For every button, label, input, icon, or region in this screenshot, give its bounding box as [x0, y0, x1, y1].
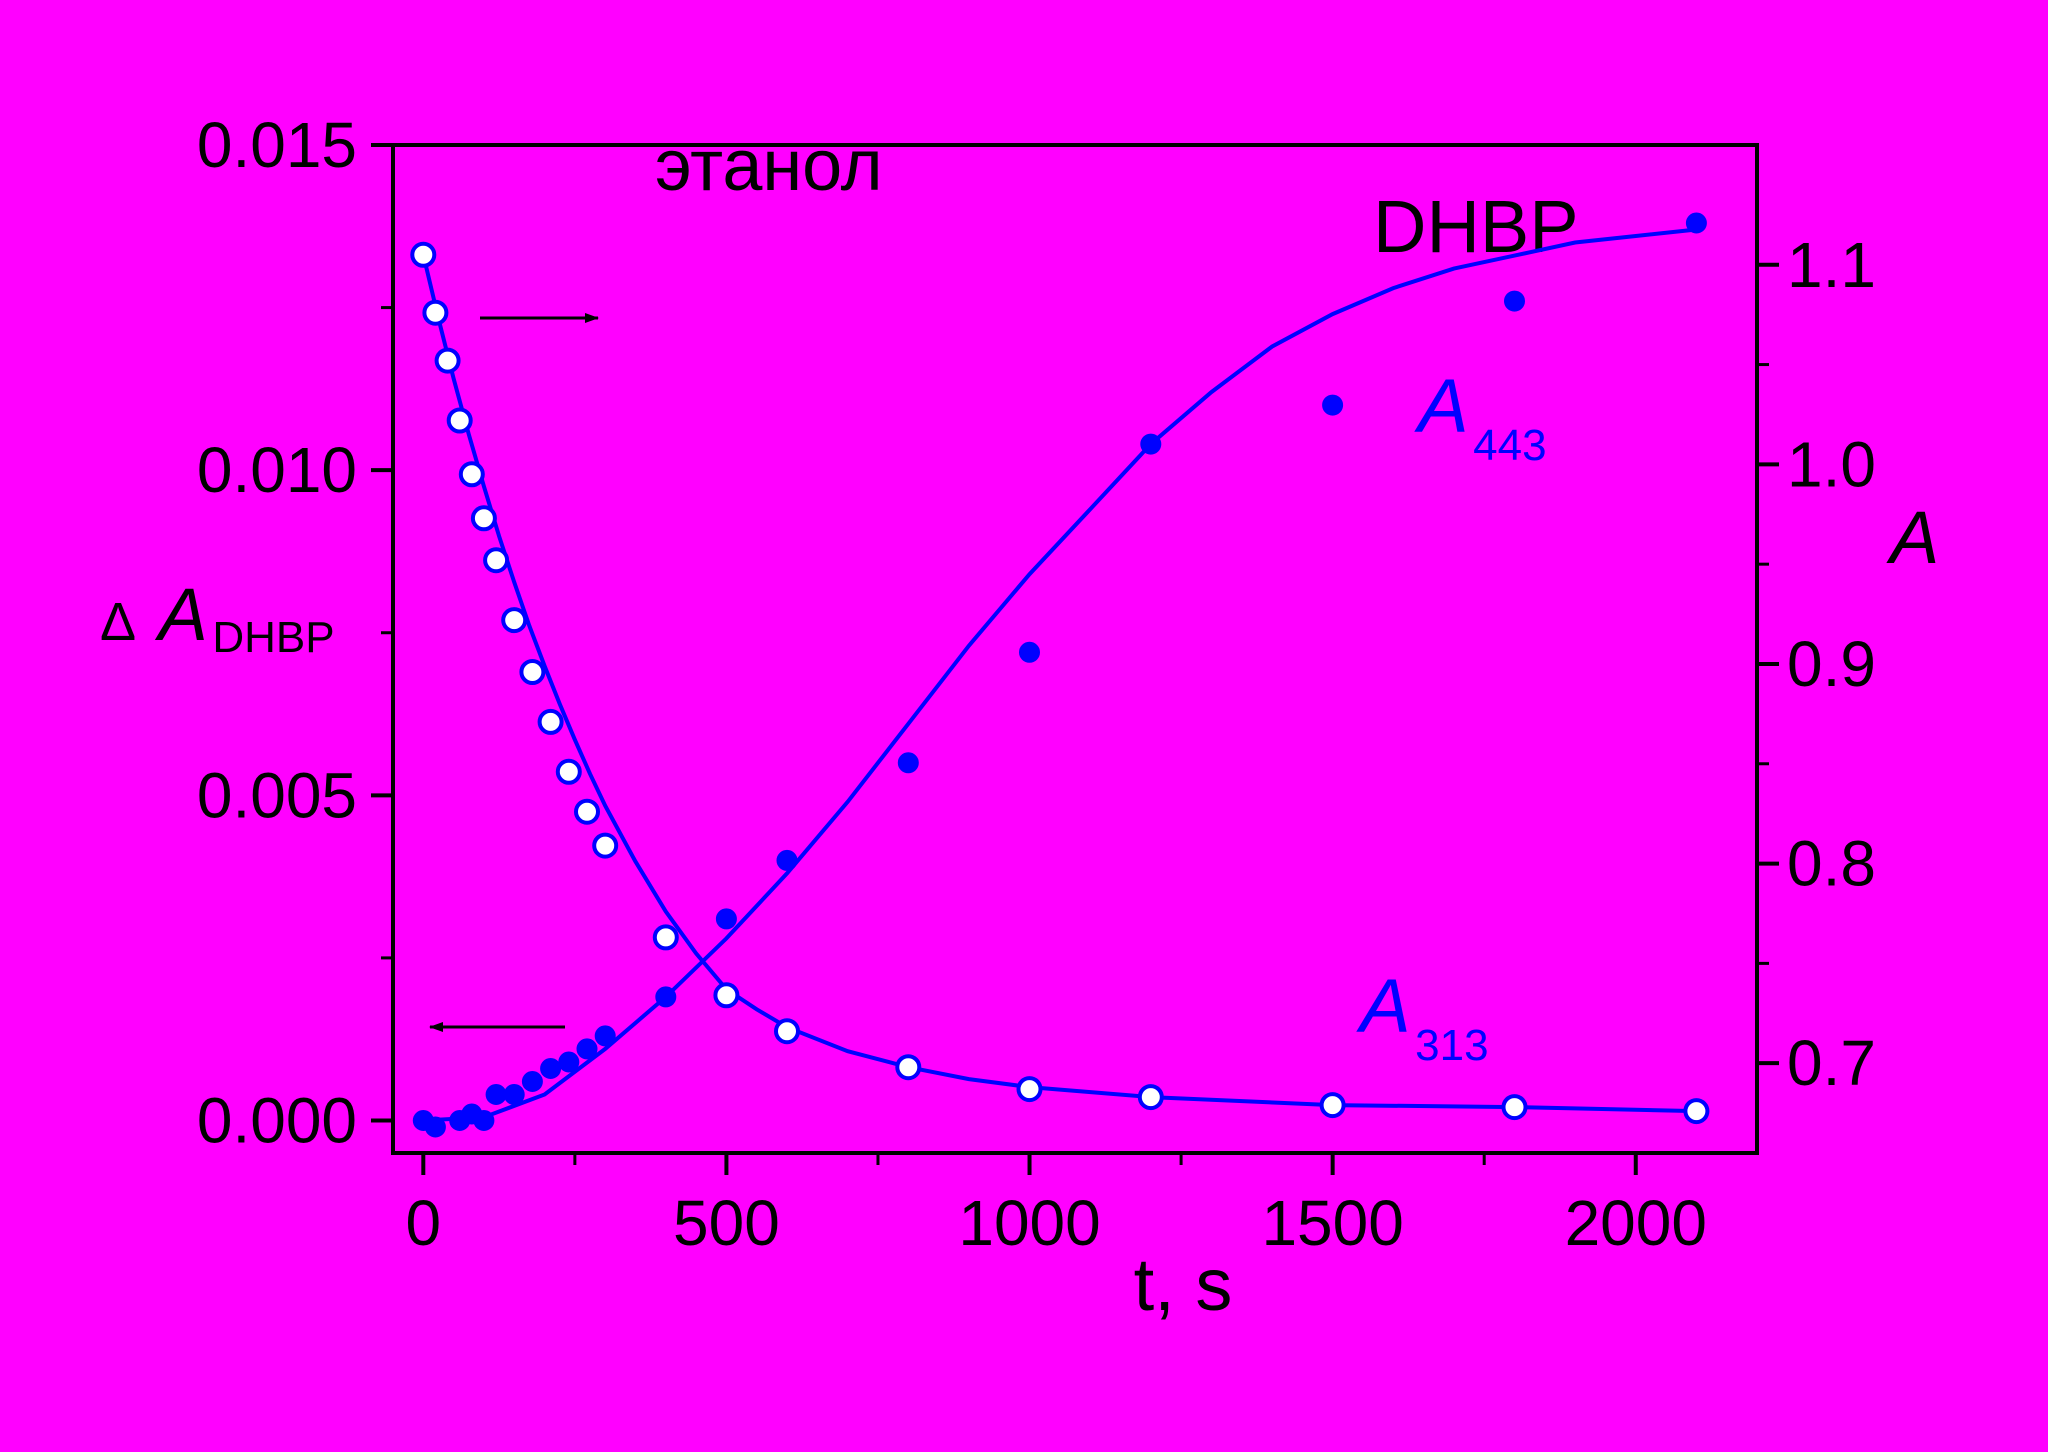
- right-tick-label: 1.0: [1787, 428, 1876, 500]
- data-point-a313: [1501, 1094, 1528, 1121]
- series-label-a443-sub: 443: [1473, 421, 1546, 470]
- left-tick-label: 0.010: [197, 434, 357, 506]
- left-axis-title-main: A: [155, 573, 208, 656]
- compound-annotation: DHBP: [1373, 185, 1579, 268]
- data-point-a313: [446, 407, 473, 434]
- series-label-a313-sub: 313: [1415, 1021, 1488, 1070]
- data-point-a313: [422, 299, 449, 326]
- data-point-a443: [576, 1038, 598, 1060]
- data-point-a313: [1683, 1098, 1710, 1125]
- right-tick-label: 0.7: [1787, 1027, 1876, 1099]
- data-point-a443: [1322, 394, 1344, 416]
- data-point-a313: [537, 708, 564, 735]
- data-point-a443: [521, 1071, 543, 1092]
- plot-frame: [391, 143, 1759, 1155]
- left-axis-title-sub: DHBP: [212, 613, 334, 662]
- data-point-a313: [1319, 1092, 1346, 1119]
- x-axis-ticks: 0 500 1000 1500 2000: [406, 1153, 1707, 1259]
- data-point-a443: [655, 986, 677, 1008]
- left-tick-label: 0.015: [197, 109, 357, 181]
- left-tick-label: 0.000: [197, 1084, 357, 1156]
- delta-symbol: Δ: [100, 592, 136, 652]
- data-point-a313: [592, 832, 619, 859]
- right-axis-ticks: 0.7 0.8 0.9 1.0 1.1: [1757, 229, 1876, 1099]
- series-label-a443: A 443: [1414, 364, 1547, 470]
- series-label-a443-main: A: [1414, 364, 1469, 449]
- data-point-a443: [473, 1110, 495, 1131]
- data-point-a443: [503, 1084, 525, 1105]
- data-point-a443: [776, 849, 798, 871]
- data-point-a313: [483, 547, 510, 574]
- series-label-a313: A 313: [1356, 964, 1489, 1070]
- data-point-a313: [519, 659, 546, 685]
- data-point-a443: [485, 1084, 507, 1105]
- right-tick-label: 0.8: [1787, 828, 1876, 900]
- x-tick-label: 1500: [1261, 1187, 1403, 1259]
- data-point-a313: [574, 798, 600, 825]
- right-axis-title: A: [1886, 496, 1939, 579]
- data-point-a313: [895, 1054, 922, 1081]
- left-axis-title: Δ A DHBP: [100, 573, 335, 662]
- fit-line-a313: [421, 254, 1697, 1114]
- data-point-a443: [558, 1051, 580, 1073]
- data-point-a313: [1137, 1084, 1164, 1111]
- data-point-a443: [1685, 212, 1707, 234]
- data-point-a443: [897, 752, 919, 774]
- series-label-a313-main: A: [1356, 964, 1411, 1049]
- solvent-annotation: этанол: [655, 126, 883, 206]
- left-axis-ticks: 0.000 0.005 0.010 0.015: [197, 109, 393, 1156]
- x-tick-label: 2000: [1565, 1187, 1707, 1259]
- right-tick-label: 0.9: [1787, 628, 1876, 700]
- data-point-a443: [594, 1025, 616, 1047]
- data-point-a313: [1016, 1076, 1043, 1103]
- data-point-a313: [713, 982, 740, 1009]
- data-point-a313: [458, 461, 485, 488]
- left-tick-label: 0.005: [197, 759, 357, 831]
- data-point-a313: [652, 924, 679, 951]
- fit-line-a443: [423, 227, 1697, 1123]
- data-point-a313: [774, 1018, 800, 1045]
- data-point-a313: [555, 758, 582, 785]
- data-point-a443: [715, 908, 737, 930]
- data-point-a313: [434, 347, 461, 374]
- data-point-a313: [410, 241, 437, 268]
- data-point-a313: [470, 505, 497, 532]
- x-tick-label: 0: [406, 1187, 442, 1259]
- x-axis-title: t, s: [1134, 1243, 1233, 1326]
- series-layer: [410, 212, 1710, 1138]
- data-point-a443: [1504, 290, 1525, 312]
- x-tick-label: 1000: [958, 1187, 1100, 1259]
- right-tick-label: 1.1: [1787, 229, 1876, 301]
- data-point-a443: [540, 1058, 562, 1079]
- data-point-a443: [1140, 433, 1162, 455]
- data-point-a313: [501, 607, 528, 634]
- data-point-a443: [424, 1116, 446, 1138]
- x-tick-label: 500: [673, 1187, 780, 1259]
- data-point-a443: [1019, 641, 1040, 663]
